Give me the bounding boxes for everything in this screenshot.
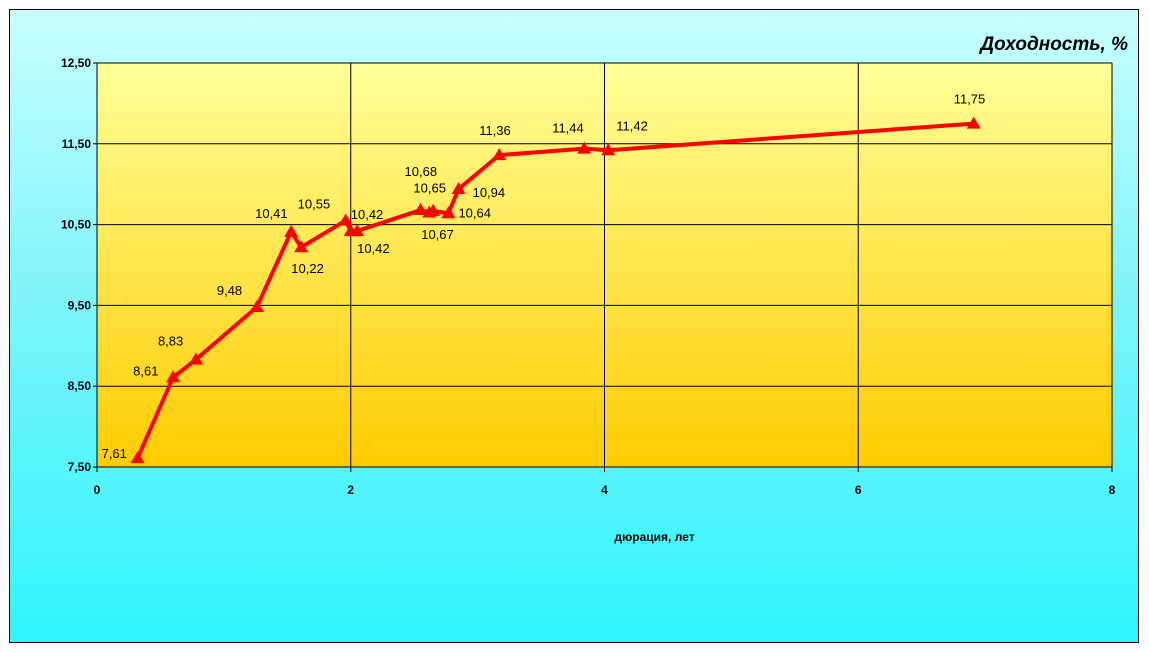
data-point-marker [966,116,981,129]
data-point-marker [413,203,428,216]
axis-ticks: 7,50 8,50 9,50 10,50 11,50 12,50 0 2 4 6 8 [61,56,1116,497]
data-point-marker [350,224,365,237]
data-point-marker [130,451,145,464]
data-label: 10,68 [405,164,438,179]
data-label: 10,22 [291,261,324,276]
y-tick-label: 9,50 [68,298,92,312]
y-tick-label: 10,50 [61,218,91,232]
x-tick-label: 6 [855,483,862,497]
data-point-marker [426,203,441,216]
data-label: 10,94 [473,185,506,200]
data-point-marker [249,300,264,313]
data-point-marker [441,206,456,219]
data-label: 9,48 [217,283,242,298]
data-label: 8,83 [158,334,183,349]
data-point-marker [451,182,466,195]
grid-lines [96,62,1113,468]
series-line [135,121,974,459]
data-label: 10,64 [458,205,491,220]
data-point-marker [492,148,507,161]
chart-title: Доходность, % [978,34,1128,55]
data-point-marker [577,141,592,154]
y-tick-label: 12,50 [61,56,91,70]
data-labels: 7,61 8,618,83 9,48 10,41 10,22 10,55 10,42 10,4… [102,92,986,462]
data-label: 11,75 [954,92,986,107]
x-tick-label: 8 [1109,483,1116,497]
data-point-marker [284,224,299,237]
data-label: 10,42 [357,241,390,256]
data-label: 10,55 [298,197,331,212]
y-tick-label: 7,50 [68,460,92,474]
x-tick-label: 2 [347,483,354,497]
data-point-marker [338,213,353,226]
data-label: 10,67 [421,227,454,242]
data-label: 8,61 [133,363,158,378]
data-series [135,121,974,459]
data-point-marker [294,240,309,253]
data-label: 10,42 [351,207,384,222]
data-markers [130,116,981,464]
data-label: 7,61 [102,446,127,461]
x-tick-label: 4 [601,483,608,497]
y-tick-label: 11,50 [62,137,92,151]
data-label: 11,42 [616,118,648,133]
data-label: 10,65 [413,180,446,195]
x-tick-label: 0 [94,483,101,497]
data-label: 11,44 [552,121,584,136]
data-point-marker [188,352,203,365]
x-axis-label: дюрация, лет [614,530,694,544]
data-label: 10,41 [255,206,288,221]
data-point-marker [166,370,181,383]
data-label: 11,36 [479,123,511,138]
data-point-marker [601,143,616,156]
y-tick-label: 8,50 [68,379,92,393]
